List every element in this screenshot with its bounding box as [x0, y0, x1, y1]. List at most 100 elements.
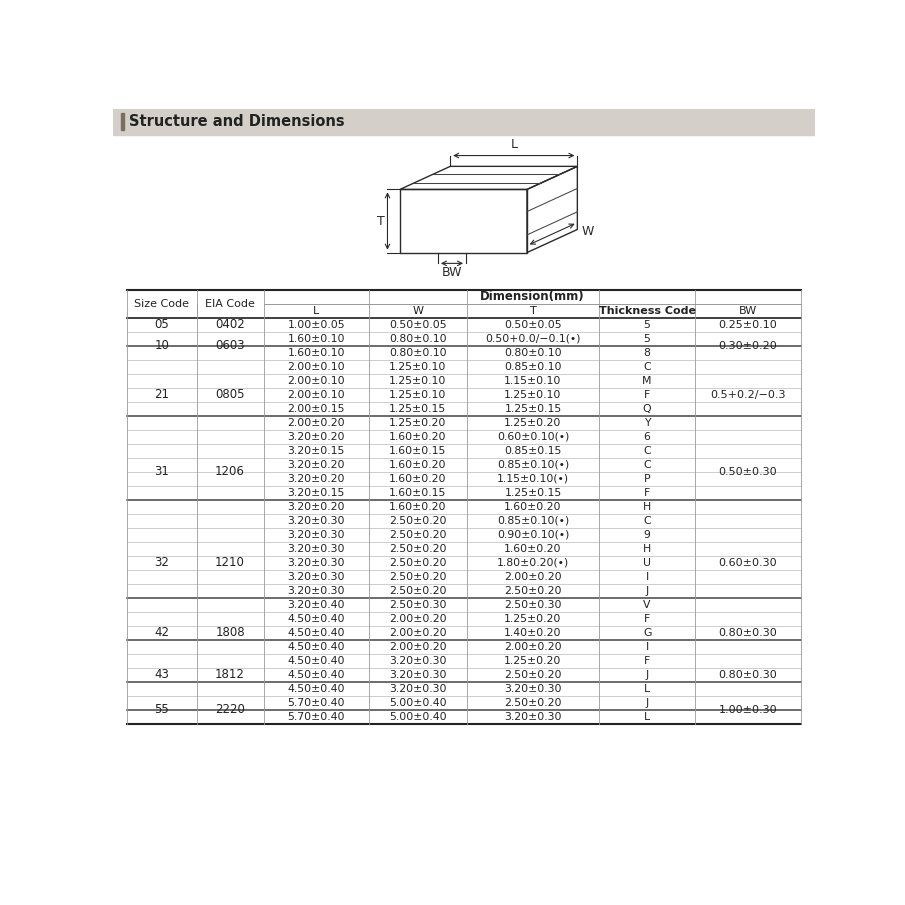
Text: H: H: [643, 501, 652, 511]
Text: 2.00±0.10: 2.00±0.10: [288, 362, 345, 372]
Text: 2.50±0.20: 2.50±0.20: [504, 670, 562, 680]
Text: 2.50±0.20: 2.50±0.20: [389, 544, 447, 554]
Text: 2.00±0.20: 2.00±0.20: [389, 614, 447, 624]
Text: 1.80±0.20(•): 1.80±0.20(•): [497, 557, 569, 567]
Text: 1.60±0.15: 1.60±0.15: [389, 445, 446, 456]
Text: 0.85±0.10: 0.85±0.10: [504, 362, 562, 372]
Text: 4.50±0.40: 4.50±0.40: [288, 614, 345, 624]
Text: C: C: [643, 460, 651, 470]
Text: 1.60±0.15: 1.60±0.15: [389, 488, 446, 498]
Text: 9: 9: [643, 529, 651, 539]
Text: C: C: [643, 362, 651, 372]
Text: 0.60±0.10(•): 0.60±0.10(•): [497, 432, 569, 442]
Text: 21: 21: [155, 388, 169, 401]
Text: 2.50±0.30: 2.50±0.30: [389, 600, 447, 610]
Text: 05: 05: [155, 318, 169, 331]
Text: 1.15±0.10(•): 1.15±0.10(•): [497, 473, 569, 484]
Text: T: T: [376, 214, 385, 227]
Text: 1210: 1210: [215, 557, 245, 569]
Text: L: L: [313, 306, 319, 316]
Text: Thickness Code: Thickness Code: [598, 306, 696, 316]
Text: 55: 55: [155, 703, 169, 717]
Text: 1.60±0.20: 1.60±0.20: [389, 501, 447, 511]
Text: 3.20±0.15: 3.20±0.15: [288, 488, 345, 498]
Text: 4.50±0.40: 4.50±0.40: [288, 684, 345, 694]
Text: 0.80±0.10: 0.80±0.10: [504, 348, 562, 357]
Text: 5: 5: [643, 319, 651, 329]
Text: 1.25±0.10: 1.25±0.10: [389, 390, 446, 400]
Text: 1.25±0.15: 1.25±0.15: [504, 404, 562, 414]
Text: F: F: [644, 390, 651, 400]
Text: 1.60±0.20: 1.60±0.20: [389, 460, 447, 470]
Text: 3.20±0.15: 3.20±0.15: [288, 445, 345, 456]
Text: 2.50±0.20: 2.50±0.20: [389, 557, 447, 567]
Text: J: J: [645, 698, 649, 708]
Text: Size Code: Size Code: [134, 299, 189, 309]
Text: 2.00±0.20: 2.00±0.20: [288, 418, 345, 428]
Text: M: M: [643, 376, 652, 386]
Text: 3.20±0.30: 3.20±0.30: [288, 572, 345, 582]
Text: 1.60±0.20: 1.60±0.20: [389, 473, 447, 484]
Text: 2220: 2220: [215, 703, 245, 717]
Text: 2.00±0.10: 2.00±0.10: [288, 390, 345, 400]
Text: 3.20±0.30: 3.20±0.30: [288, 516, 345, 526]
Text: 3.20±0.30: 3.20±0.30: [288, 586, 345, 595]
Text: 3.20±0.30: 3.20±0.30: [389, 684, 447, 694]
Text: 3.20±0.30: 3.20±0.30: [288, 557, 345, 567]
Text: F: F: [644, 488, 651, 498]
Text: 0.85±0.10(•): 0.85±0.10(•): [497, 516, 569, 526]
Text: L: L: [510, 138, 518, 151]
Text: 0.80±0.30: 0.80±0.30: [719, 670, 777, 680]
Text: 0603: 0603: [215, 339, 245, 352]
Text: 1.00±0.30: 1.00±0.30: [719, 705, 777, 715]
Text: 2.00±0.20: 2.00±0.20: [389, 642, 447, 652]
Text: 2.00±0.15: 2.00±0.15: [288, 404, 345, 414]
Bar: [113, 109, 814, 135]
Text: J: J: [645, 670, 649, 680]
Text: U: U: [643, 557, 651, 567]
Text: 2.00±0.10: 2.00±0.10: [288, 376, 345, 386]
Text: 2.00±0.20: 2.00±0.20: [504, 642, 562, 652]
Text: 1.25±0.10: 1.25±0.10: [504, 390, 562, 400]
Text: 1.25±0.10: 1.25±0.10: [389, 376, 446, 386]
Text: 3.20±0.20: 3.20±0.20: [288, 501, 345, 511]
Text: J: J: [645, 586, 649, 595]
Text: 1.25±0.20: 1.25±0.20: [389, 418, 446, 428]
Text: 0.25±0.10: 0.25±0.10: [719, 319, 777, 329]
Text: F: F: [644, 614, 651, 624]
Text: 3.20±0.20: 3.20±0.20: [288, 432, 345, 442]
Text: 3.20±0.20: 3.20±0.20: [288, 473, 345, 484]
Text: BW: BW: [442, 266, 462, 280]
Text: I: I: [645, 642, 649, 652]
Text: 5.00±0.40: 5.00±0.40: [389, 698, 447, 708]
Text: 2.00±0.20: 2.00±0.20: [504, 572, 562, 582]
Text: 0.5+0.2/−0.3: 0.5+0.2/−0.3: [710, 390, 786, 400]
Text: 5.70±0.40: 5.70±0.40: [288, 712, 345, 722]
Text: 2.50±0.20: 2.50±0.20: [389, 586, 447, 595]
Text: 3.20±0.30: 3.20±0.30: [288, 529, 345, 539]
Text: 31: 31: [155, 465, 169, 478]
Text: 1.00±0.05: 1.00±0.05: [288, 319, 345, 329]
Text: 4.50±0.40: 4.50±0.40: [288, 642, 345, 652]
Text: 3.20±0.40: 3.20±0.40: [288, 600, 345, 610]
Text: 1.40±0.20: 1.40±0.20: [504, 628, 562, 638]
Text: 1.25±0.10: 1.25±0.10: [389, 362, 446, 372]
Text: L: L: [644, 684, 650, 694]
Text: 1.60±0.10: 1.60±0.10: [288, 334, 345, 344]
Text: 42: 42: [155, 626, 169, 640]
Text: 4.50±0.40: 4.50±0.40: [288, 656, 345, 666]
Text: 0402: 0402: [215, 318, 245, 331]
Text: 1206: 1206: [215, 465, 245, 478]
Text: 1.60±0.20: 1.60±0.20: [504, 501, 562, 511]
Text: 1.60±0.20: 1.60±0.20: [389, 432, 447, 442]
Text: 3.20±0.30: 3.20±0.30: [288, 544, 345, 554]
Text: 5: 5: [643, 334, 651, 344]
Text: 3.20±0.30: 3.20±0.30: [504, 684, 562, 694]
Text: 1.60±0.20: 1.60±0.20: [504, 544, 562, 554]
Text: 1.25±0.20: 1.25±0.20: [504, 418, 562, 428]
Text: 0.80±0.10: 0.80±0.10: [389, 334, 447, 344]
Text: BW: BW: [738, 306, 757, 316]
Text: 1.15±0.10: 1.15±0.10: [504, 376, 562, 386]
Text: L: L: [644, 712, 650, 722]
Text: 2.50±0.30: 2.50±0.30: [504, 600, 562, 610]
